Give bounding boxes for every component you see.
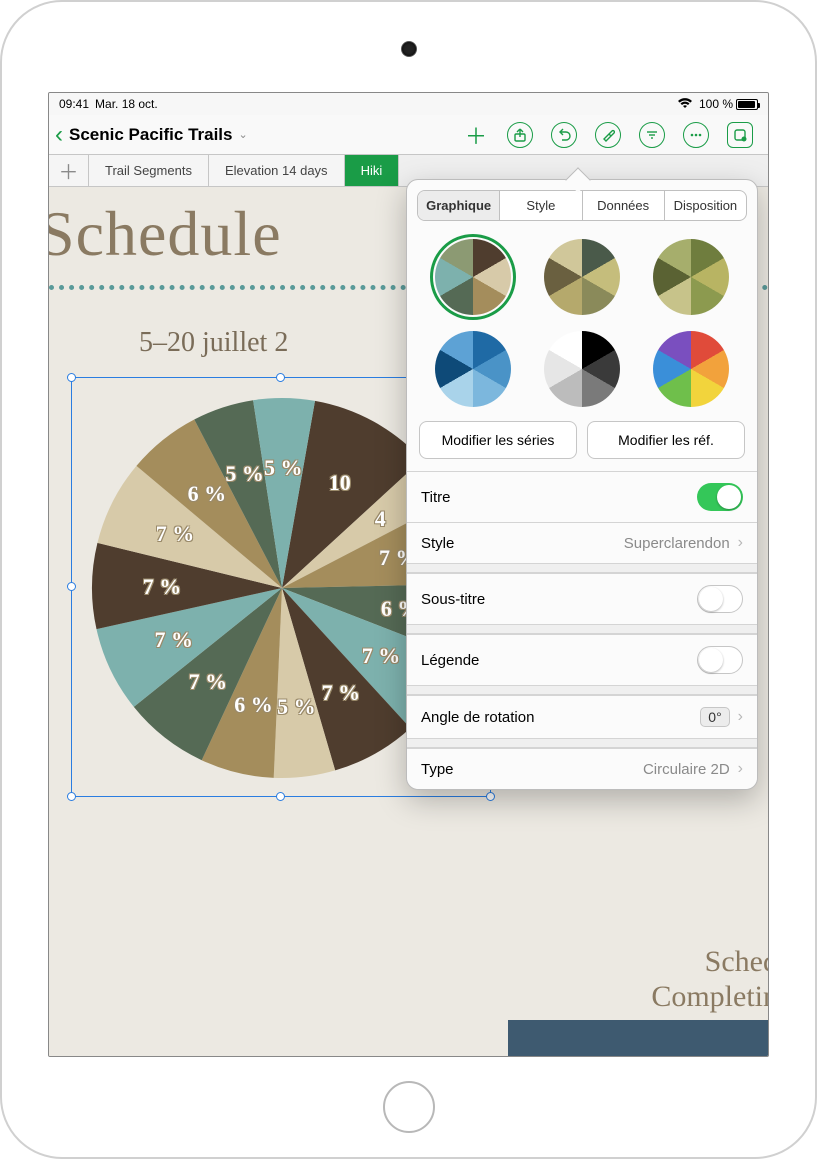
rotation-value: 0°: [700, 707, 729, 727]
pie-slice-label: 6 %: [234, 692, 273, 718]
chart-color-swatch[interactable]: [653, 239, 729, 315]
secondary-heading-line: Completin: [651, 980, 768, 1015]
selection-handle[interactable]: [67, 792, 76, 801]
chevron-right-icon: ›: [738, 708, 743, 726]
popover-segmented-control[interactable]: GraphiqueStyleDonnéesDisposition: [417, 190, 747, 221]
secondary-heading: Sched Completin: [651, 945, 768, 1014]
chart-style-swatches: [407, 231, 757, 421]
sheet-tab[interactable]: Hiki: [345, 155, 400, 186]
row-label: Angle de rotation: [421, 709, 534, 726]
subtitle-switch[interactable]: [697, 585, 743, 613]
status-time: 09:41: [59, 97, 89, 111]
page-heading: Schedule: [49, 197, 282, 271]
pie-slice-label: 7 %: [143, 574, 182, 600]
title-switch[interactable]: [697, 483, 743, 511]
selection-handle[interactable]: [276, 792, 285, 801]
edit-series-button[interactable]: Modifier les séries: [419, 421, 577, 459]
more-button[interactable]: [683, 122, 709, 148]
battery-text: 100 %: [699, 97, 733, 111]
battery-indicator: 100 %: [699, 97, 758, 111]
sheet-tab[interactable]: Elevation 14 days: [209, 155, 345, 186]
selection-handle[interactable]: [67, 373, 76, 382]
ipad-device-frame: 09:41 Mar. 18 oct. 100 % ‹ Scenic Pacifi…: [0, 0, 817, 1159]
secondary-heading-line: Sched: [651, 945, 768, 980]
pie-slice-label: 7 %: [189, 669, 228, 695]
status-bar: 09:41 Mar. 18 oct. 100 %: [49, 93, 768, 115]
pie-slice-label: 4: [375, 506, 386, 532]
pie-slice-label: 7 %: [322, 680, 361, 706]
selection-handle[interactable]: [67, 582, 76, 591]
option-row-subtitle[interactable]: Sous-titre: [407, 574, 757, 624]
doc-title-menu-icon[interactable]: ⌄: [238, 128, 247, 141]
option-row-rotation[interactable]: Angle de rotation 0° ›: [407, 696, 757, 738]
pie-slice-label: 5 %: [264, 455, 303, 481]
chart-color-swatch[interactable]: [653, 331, 729, 407]
chevron-right-icon: ›: [738, 760, 743, 778]
segment-style[interactable]: Style: [500, 191, 582, 220]
undo-button[interactable]: [551, 122, 577, 148]
row-label: Type: [421, 761, 454, 778]
front-camera: [402, 42, 416, 56]
home-button[interactable]: [383, 1081, 435, 1133]
pie-slice-label: 7 %: [156, 521, 195, 547]
option-row-legend[interactable]: Légende: [407, 635, 757, 685]
wifi-icon: [677, 97, 693, 112]
row-label: Légende: [421, 652, 479, 669]
app-toolbar: ‹ Scenic Pacific Trails ⌄ ＋: [49, 115, 768, 155]
chart-color-swatch[interactable]: [435, 239, 511, 315]
segment-données[interactable]: Données: [583, 191, 665, 220]
status-date: Mar. 18 oct.: [95, 97, 158, 111]
edit-references-button[interactable]: Modifier les réf.: [587, 421, 745, 459]
chart-color-swatch[interactable]: [544, 331, 620, 407]
legend-switch[interactable]: [697, 646, 743, 674]
table-header-fragment: [508, 1020, 768, 1056]
pie-slice-label: 10: [329, 470, 351, 496]
pie-slice-label: 7 %: [362, 643, 401, 669]
insert-button[interactable]: ＋: [463, 122, 489, 148]
option-row-title[interactable]: Titre: [407, 472, 757, 523]
row-label: Titre: [421, 489, 450, 506]
sheet-tab[interactable]: Trail Segments: [89, 155, 209, 186]
format-brush-button[interactable]: [595, 122, 621, 148]
row-label: Style: [421, 535, 454, 552]
presence-button[interactable]: [727, 122, 753, 148]
chart-title: 5–20 juillet 2: [139, 327, 288, 359]
option-row-type[interactable]: Type Circulaire 2D ›: [407, 749, 757, 789]
row-value: Superclarendon: [624, 535, 730, 552]
back-button[interactable]: ‹: [51, 121, 67, 149]
row-value: Circulaire 2D: [643, 761, 730, 778]
pie-slice-label: 7 %: [155, 627, 194, 653]
chart-color-swatch[interactable]: [435, 331, 511, 407]
add-sheet-button[interactable]: ＋: [49, 155, 89, 186]
segment-graphique[interactable]: Graphique: [418, 191, 500, 220]
chart-color-swatch[interactable]: [544, 239, 620, 315]
segment-disposition[interactable]: Disposition: [665, 191, 746, 220]
selection-handle[interactable]: [486, 792, 495, 801]
pie-slice-label: 6 %: [188, 481, 227, 507]
option-row-style[interactable]: Style Superclarendon ›: [407, 523, 757, 563]
pie-slice-label: 5 %: [277, 694, 316, 720]
row-label: Sous-titre: [421, 591, 485, 608]
document-title[interactable]: Scenic Pacific Trails: [69, 125, 232, 145]
share-button[interactable]: [507, 122, 533, 148]
selection-handle[interactable]: [276, 373, 285, 382]
chevron-right-icon: ›: [738, 534, 743, 552]
chart-options-list: Titre Style Superclarendon ›: [407, 471, 757, 563]
pie-slice-label: 5 %: [225, 461, 264, 487]
format-popover: GraphiqueStyleDonnéesDisposition Modifie…: [406, 179, 758, 790]
filter-button[interactable]: [639, 122, 665, 148]
screen: 09:41 Mar. 18 oct. 100 % ‹ Scenic Pacifi…: [48, 92, 769, 1057]
